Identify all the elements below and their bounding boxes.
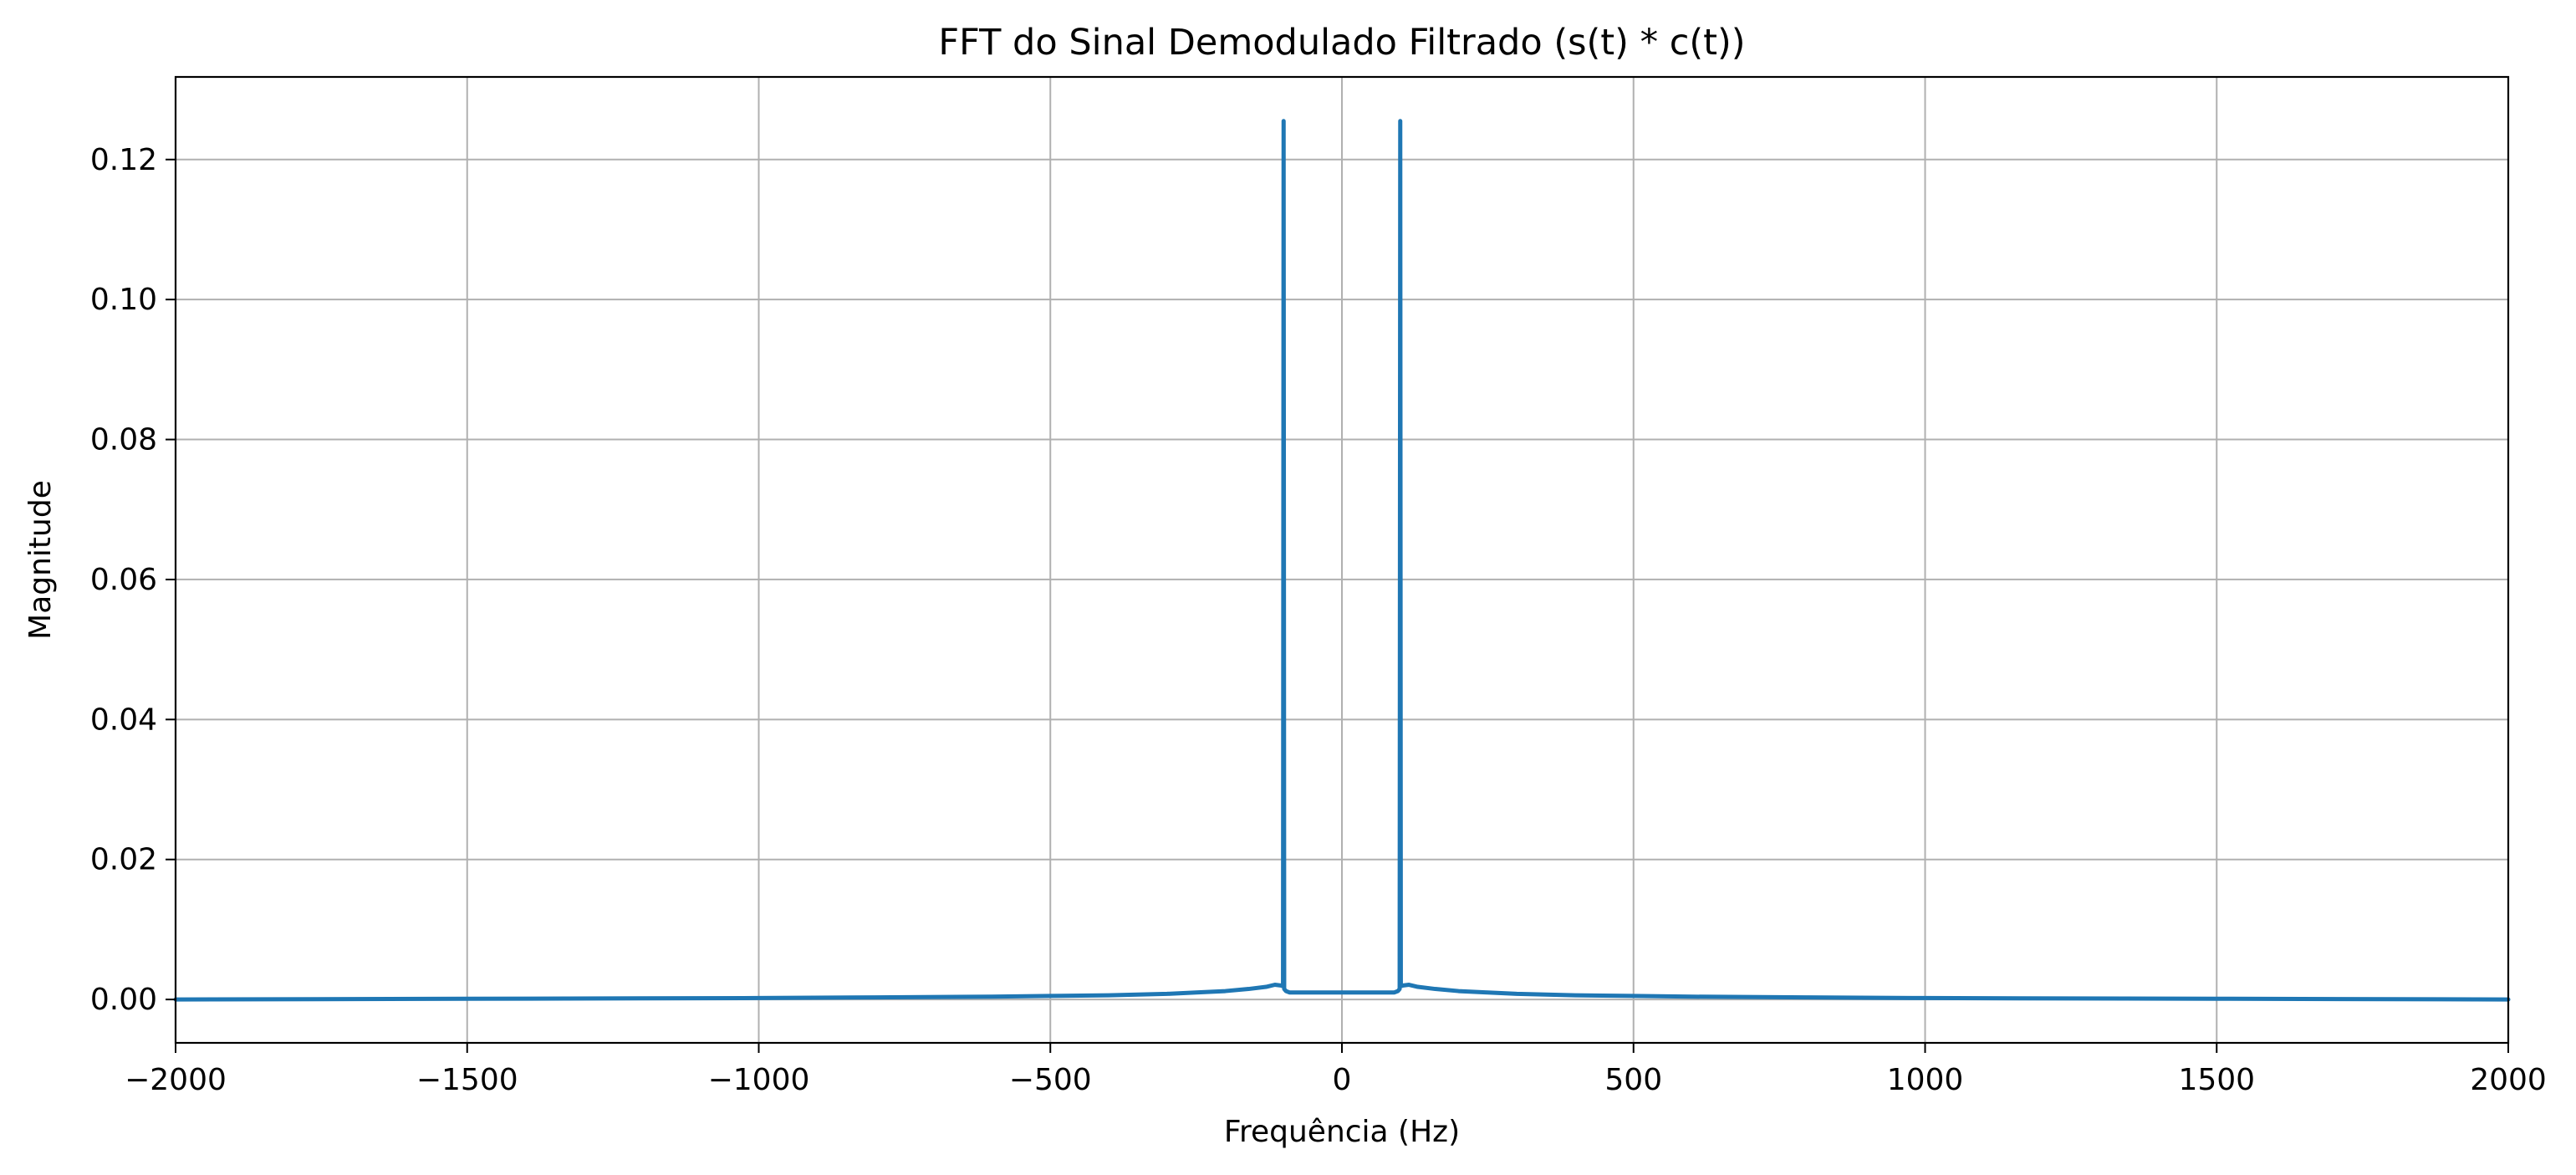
x-tick-label: −1000 bbox=[708, 1063, 810, 1097]
x-tick-label: −2000 bbox=[125, 1063, 227, 1097]
y-tick-label: 0.02 bbox=[90, 843, 157, 877]
y-tick-label: 0.06 bbox=[90, 563, 157, 597]
y-axis-label: Magnitude bbox=[23, 480, 58, 640]
x-tick-label: 0 bbox=[1333, 1063, 1352, 1097]
y-tick-label: 0.10 bbox=[90, 283, 157, 317]
y-tick-label: 0.04 bbox=[90, 702, 157, 737]
y-tick-label: 0.08 bbox=[90, 423, 157, 457]
x-tick-label: −500 bbox=[1009, 1063, 1092, 1097]
x-axis-ticks: −2000 −1500 −1000 −500 0 500 1000 1500 2000 bbox=[125, 1043, 2547, 1097]
x-tick-label: 1500 bbox=[2178, 1063, 2255, 1097]
x-tick-label: 2000 bbox=[2470, 1063, 2547, 1097]
x-tick-label: −1500 bbox=[416, 1063, 518, 1097]
y-axis-ticks: 0.00 0.02 0.04 0.06 0.08 0.10 0.12 bbox=[90, 143, 176, 1017]
x-tick-label: 500 bbox=[1604, 1063, 1662, 1097]
y-tick-label: 0.00 bbox=[90, 983, 157, 1017]
x-axis-label: Frequência (Hz) bbox=[1224, 1115, 1460, 1149]
series-line bbox=[173, 119, 2511, 1002]
chart-title: FFT do Sinal Demodulado Filtrado (s(t) *… bbox=[938, 22, 1745, 64]
x-tick-label: 1000 bbox=[1887, 1063, 1964, 1097]
data-layer bbox=[173, 119, 2511, 1002]
y-tick-label: 0.12 bbox=[90, 143, 157, 177]
